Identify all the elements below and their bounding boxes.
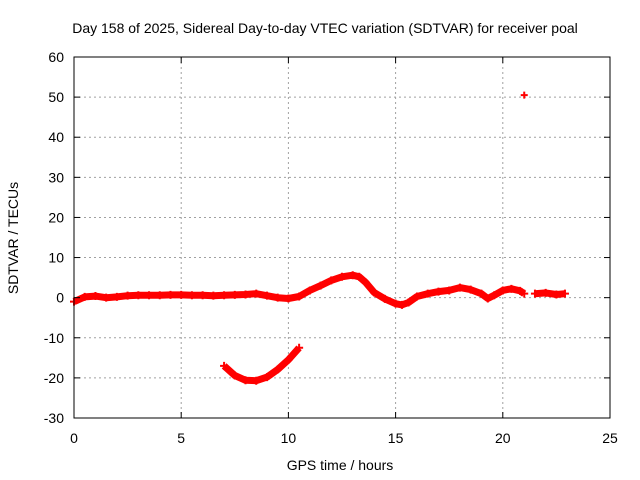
data-point <box>241 376 250 385</box>
data-point <box>262 291 271 300</box>
series-late-segment <box>530 288 569 299</box>
data-point <box>391 299 400 308</box>
data-point <box>507 284 516 293</box>
plot-frame <box>73 56 611 419</box>
y-tick-label: 60 <box>48 49 64 65</box>
x-tick-label: 5 <box>177 430 185 446</box>
data-point <box>560 289 569 298</box>
data-point <box>398 300 407 309</box>
y-tick-label: 50 <box>48 89 64 105</box>
x-tick-label: 25 <box>602 430 618 446</box>
data-point <box>284 355 293 364</box>
data-point <box>80 292 89 301</box>
data-point <box>220 291 229 300</box>
data-point <box>404 298 413 307</box>
data-point <box>552 290 561 299</box>
series-outlier <box>520 91 528 99</box>
data-point <box>145 291 154 300</box>
data-point <box>455 283 464 292</box>
data-point <box>348 271 357 280</box>
data-point <box>413 292 422 301</box>
data-point <box>166 290 175 299</box>
data-point <box>262 373 271 382</box>
data-point <box>520 289 529 298</box>
data-point <box>355 272 364 281</box>
y-tick-label: -20 <box>44 370 64 386</box>
data-point <box>520 91 528 99</box>
data-point <box>230 371 239 380</box>
data-point <box>380 294 389 303</box>
data-point <box>91 292 100 301</box>
x-tick-label: 10 <box>281 430 297 446</box>
data-point <box>220 361 229 370</box>
data-point <box>515 286 524 295</box>
data-point <box>477 289 486 298</box>
y-tick-label: 0 <box>56 290 64 306</box>
data-series <box>70 91 569 385</box>
chart-title: Day 158 of 2025, Sidereal Day-to-day VTE… <box>72 20 578 36</box>
data-point <box>177 290 186 299</box>
data-point <box>273 293 282 302</box>
series-negative-arc <box>220 343 304 385</box>
x-tick-label: 0 <box>70 430 78 446</box>
data-point <box>541 288 550 297</box>
data-point <box>273 365 282 374</box>
data-point <box>252 289 261 298</box>
data-point <box>466 285 475 294</box>
data-point <box>316 281 325 290</box>
data-point <box>123 291 132 300</box>
data-point <box>338 272 346 281</box>
y-axis-label: SDTVAR / TECUs <box>5 182 21 294</box>
data-point <box>230 290 239 299</box>
series-main-track <box>70 271 529 309</box>
x-tick-label: 20 <box>495 430 511 446</box>
y-tick-label: -30 <box>44 410 64 426</box>
data-point <box>252 376 261 385</box>
data-point <box>155 291 164 300</box>
data-point <box>423 289 432 298</box>
y-tick-label: -10 <box>44 330 64 346</box>
data-point <box>370 288 379 297</box>
data-point <box>134 291 143 300</box>
data-point <box>327 276 336 285</box>
data-point <box>490 291 499 300</box>
data-point <box>112 292 121 301</box>
data-point <box>361 278 370 287</box>
data-point <box>241 290 250 299</box>
x-axis-label: GPS time / hours <box>287 457 394 473</box>
data-point <box>187 291 196 300</box>
axis-ticks: -30 -20 -10 0 10 20 30 40 50 60 0 5 10 15 20 25 <box>44 49 618 446</box>
y-tick-label: 20 <box>48 209 64 225</box>
data-point <box>498 286 507 295</box>
data-point <box>102 293 111 302</box>
data-point <box>434 287 443 296</box>
y-tick-label: 30 <box>48 169 64 185</box>
data-point <box>209 291 218 300</box>
data-point <box>284 294 293 303</box>
y-tick-label: 40 <box>48 129 64 145</box>
x-tick-label: 15 <box>388 430 404 446</box>
data-point <box>295 343 304 352</box>
data-point <box>295 292 304 301</box>
data-point <box>305 286 314 295</box>
data-point <box>530 289 539 298</box>
series-band <box>534 289 566 298</box>
data-point <box>198 291 207 300</box>
data-point <box>483 294 492 303</box>
y-tick-label: 10 <box>48 250 64 266</box>
data-point <box>445 286 454 295</box>
